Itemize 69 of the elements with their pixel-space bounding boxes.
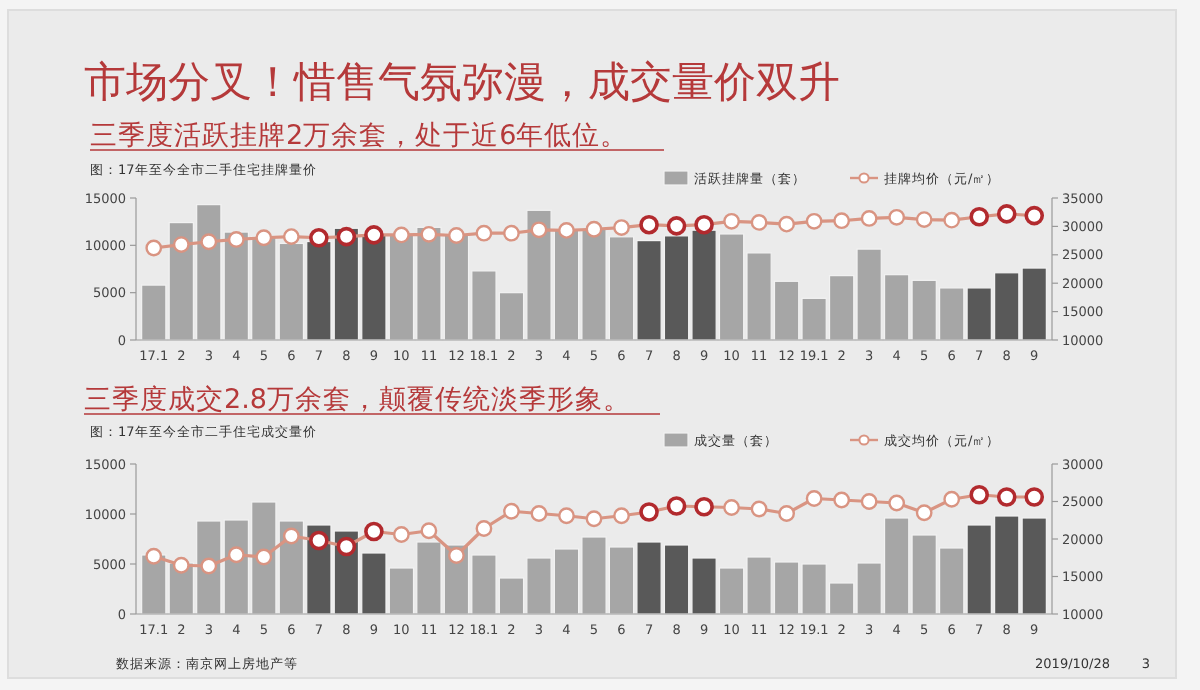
point [996,204,1017,224]
point [750,214,768,231]
point [639,214,659,235]
point [336,536,357,557]
point [666,496,687,516]
point [503,224,520,242]
point [282,527,300,545]
point [915,211,933,228]
point [833,212,851,230]
point [805,212,823,230]
point [613,507,630,525]
point [145,547,163,565]
point [723,499,740,516]
point [448,547,465,564]
point [778,215,796,233]
point [200,233,218,251]
point [805,490,823,507]
point [915,504,933,522]
point [888,208,906,226]
point [694,496,714,517]
point [530,221,548,239]
point [996,487,1017,507]
point [585,220,603,238]
point [558,507,575,525]
point [475,224,493,242]
point [392,526,410,543]
point [943,490,961,508]
point [172,556,190,574]
point [172,236,190,253]
chart-title: 市场分叉！惜售气氛弥漫，成交量价双升 [84,58,840,106]
point [282,228,300,246]
point [530,505,548,522]
point [833,491,851,509]
point [364,521,384,542]
point [666,216,687,236]
point [255,548,273,566]
chart-title: 三季度成交2.8万余套，颠覆传统淡季形象。 [84,384,631,416]
point [613,219,630,236]
point [227,546,245,564]
point [969,484,990,505]
point [558,221,575,239]
point [255,229,273,247]
point [420,522,438,540]
point [503,502,520,520]
point [420,225,438,243]
point [860,493,878,510]
point [448,227,465,244]
point [145,239,163,257]
point [943,211,961,229]
point [723,212,740,230]
point [888,494,906,512]
chart-subtitle: 三季度活跃挂牌2万余套，处于近6年低位。 [90,120,629,152]
point [860,210,878,227]
point [969,206,990,227]
point [750,500,768,518]
point [639,502,659,522]
point [227,231,245,248]
point [392,226,410,244]
point [1024,487,1045,507]
point [309,227,329,248]
point [585,510,603,528]
point [778,505,796,522]
point [309,530,329,551]
point [336,226,357,247]
point [200,557,218,575]
point [364,225,384,245]
point [694,214,714,235]
point [1024,205,1045,226]
point [475,520,493,537]
